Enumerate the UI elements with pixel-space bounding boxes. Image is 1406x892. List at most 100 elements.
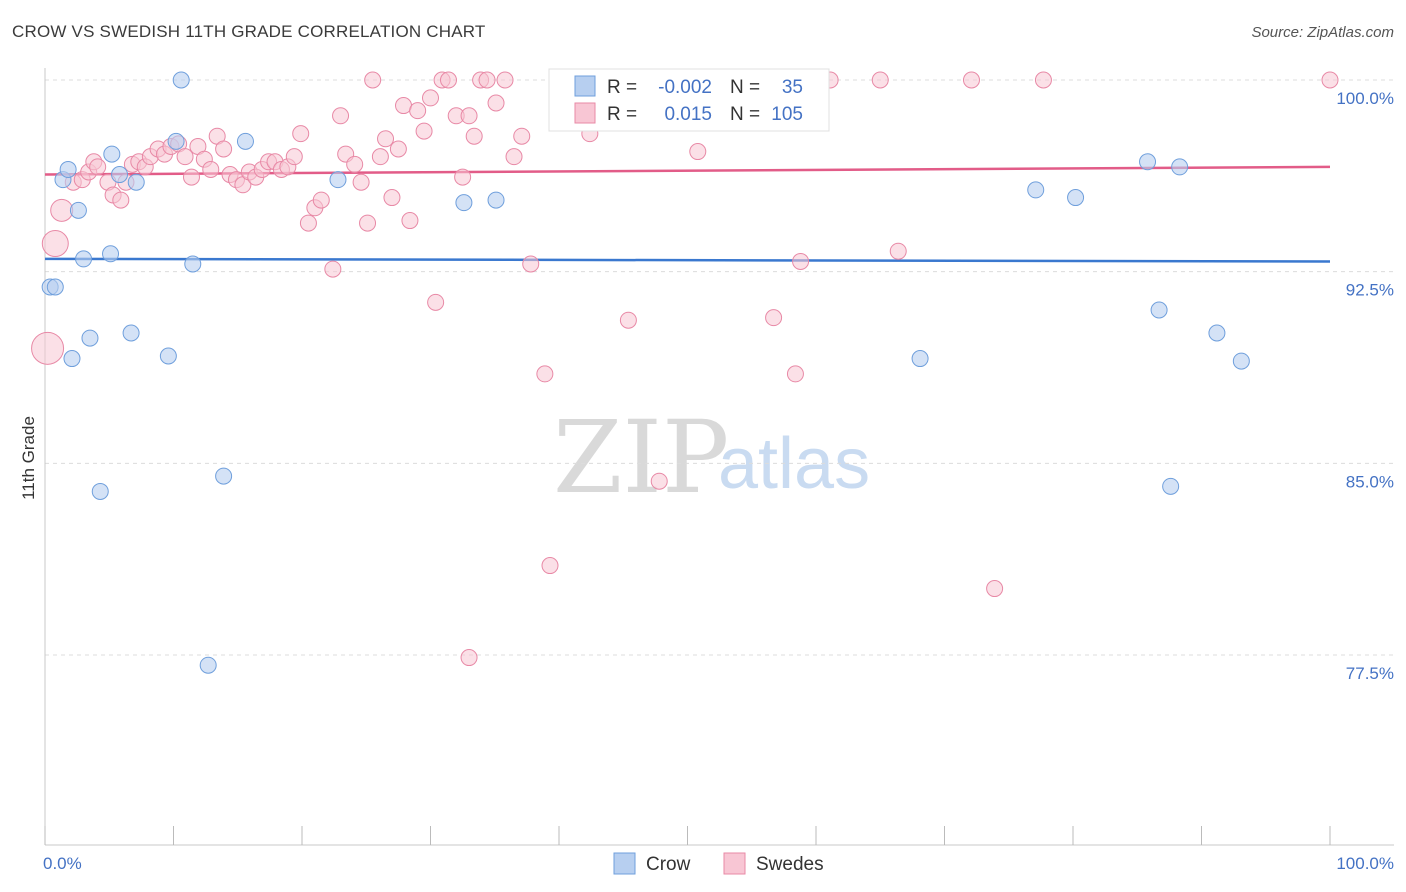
swedes-point bbox=[962, 71, 980, 89]
swedes-point bbox=[202, 160, 220, 178]
swedes-point bbox=[689, 143, 707, 161]
axes bbox=[44, 68, 1394, 846]
crow-point bbox=[199, 656, 217, 674]
swedes-point bbox=[496, 71, 514, 89]
swedes-point bbox=[292, 125, 310, 143]
crow-point bbox=[59, 160, 77, 178]
swedes-point bbox=[454, 168, 472, 186]
crow-points bbox=[41, 71, 1250, 674]
swedes-point bbox=[176, 148, 194, 166]
crow-point bbox=[172, 71, 190, 89]
swedes-point bbox=[786, 365, 804, 383]
swedes-point bbox=[465, 127, 483, 145]
y-tick-label: 92.5% bbox=[1346, 281, 1394, 300]
swedes-point bbox=[522, 255, 540, 273]
swedes-point bbox=[364, 71, 382, 89]
crow-point bbox=[1232, 352, 1250, 370]
y-tick-label: 77.5% bbox=[1346, 664, 1394, 683]
crow-point bbox=[91, 482, 109, 500]
swedes-point bbox=[50, 198, 74, 222]
crow-point bbox=[236, 132, 254, 150]
x-tick-label-max: 100.0% bbox=[1336, 854, 1394, 873]
stats-legend: R = -0.002 N = 35 R = 0.015 N = 105 bbox=[548, 68, 830, 132]
swedes-point bbox=[541, 557, 559, 575]
crow-point bbox=[159, 347, 177, 365]
swedes-point bbox=[395, 97, 413, 115]
crow-point bbox=[63, 350, 81, 368]
x-tick-label-min: 0.0% bbox=[43, 854, 82, 873]
series-legend: Crow Swedes bbox=[613, 852, 824, 875]
swedes-point bbox=[871, 71, 889, 89]
crow-point bbox=[1150, 301, 1168, 319]
crow-point bbox=[46, 278, 64, 296]
swedes-point bbox=[182, 168, 200, 186]
crow-point bbox=[487, 191, 505, 209]
crow-point bbox=[75, 250, 93, 268]
swedes-point bbox=[215, 140, 233, 158]
legend-swedes-label: Swedes bbox=[756, 854, 824, 875]
watermark-atlas: atlas bbox=[718, 424, 870, 504]
swedes-point bbox=[650, 472, 668, 490]
swedes-point bbox=[332, 107, 350, 125]
swedes-point bbox=[487, 94, 505, 112]
swedes-point bbox=[427, 293, 445, 311]
crow-point bbox=[1162, 477, 1180, 495]
swedes-swatch bbox=[574, 102, 596, 124]
swedes-point bbox=[377, 130, 395, 148]
swedes-point bbox=[889, 242, 907, 260]
stats-legend-box bbox=[548, 68, 830, 132]
crow-point bbox=[127, 173, 145, 191]
legend-crow-swatch bbox=[613, 852, 636, 875]
swedes-point bbox=[383, 189, 401, 207]
crow-point bbox=[81, 329, 99, 347]
crow-point bbox=[1067, 189, 1085, 207]
swedes-point bbox=[460, 107, 478, 125]
crow-point bbox=[111, 166, 129, 184]
swedes-point bbox=[536, 365, 554, 383]
swedes-point bbox=[346, 155, 364, 173]
swedes-point bbox=[1034, 71, 1052, 89]
legend-crow-label: Crow bbox=[646, 854, 691, 875]
crow-r-label: R = bbox=[607, 77, 637, 98]
swedes-point bbox=[89, 158, 107, 176]
swedes-point bbox=[285, 148, 303, 166]
crow-point bbox=[1139, 153, 1157, 171]
swedes-point bbox=[765, 309, 783, 327]
crow-point bbox=[329, 171, 347, 189]
swedes-r-label: R = bbox=[607, 104, 637, 125]
crow-point bbox=[215, 467, 233, 485]
y-axis-title: 11th Grade bbox=[19, 416, 38, 500]
swedes-point bbox=[460, 649, 478, 667]
legend-swedes-swatch bbox=[723, 852, 746, 875]
swedes-point bbox=[513, 127, 531, 145]
swedes-point bbox=[312, 191, 330, 209]
swedes-point bbox=[389, 140, 407, 158]
swedes-point bbox=[478, 71, 496, 89]
swedes-n-label: N = bbox=[730, 104, 760, 125]
y-tick-label: 100.0% bbox=[1336, 89, 1394, 108]
swedes-point bbox=[299, 214, 317, 232]
swedes-point bbox=[31, 331, 65, 365]
crow-r-value: -0.002 bbox=[658, 77, 712, 98]
crow-point bbox=[1027, 181, 1045, 199]
swedes-n-value: 105 bbox=[771, 104, 803, 125]
crow-point bbox=[1171, 158, 1189, 176]
swedes-point bbox=[324, 260, 342, 278]
source-label: Source: ZipAtlas.com bbox=[1251, 24, 1394, 41]
swedes-point bbox=[371, 148, 389, 166]
chart-title: CROW VS SWEDISH 11TH GRADE CORRELATION C… bbox=[12, 22, 486, 41]
crow-n-value: 35 bbox=[782, 77, 803, 98]
crow-point bbox=[455, 194, 473, 212]
crow-point bbox=[167, 132, 185, 150]
crow-n-label: N = bbox=[730, 77, 760, 98]
swedes-point bbox=[401, 212, 419, 230]
crow-swatch bbox=[574, 75, 596, 97]
crow-point bbox=[102, 245, 120, 263]
crow-point bbox=[69, 201, 87, 219]
crow-point bbox=[122, 324, 140, 342]
crow-point bbox=[103, 145, 121, 163]
crow-trend-line bbox=[44, 257, 1331, 263]
y-tick-label: 85.0% bbox=[1346, 472, 1394, 491]
swedes-point bbox=[792, 252, 810, 270]
